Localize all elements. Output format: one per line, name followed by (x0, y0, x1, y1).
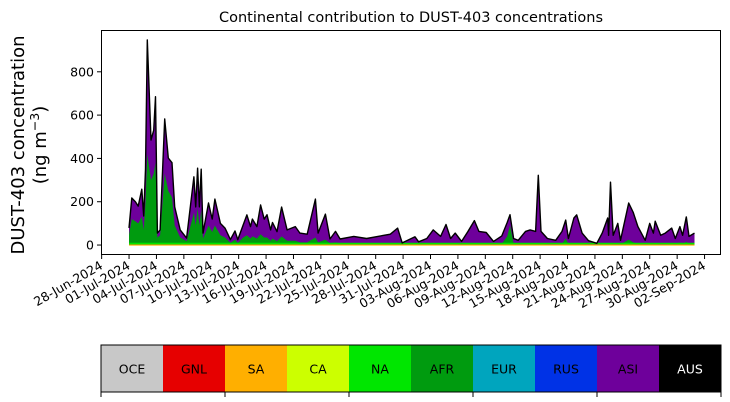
legend-swatch-asi (597, 345, 660, 392)
legend-label-sa: SA (248, 362, 265, 377)
legend-swatch-gnl (163, 345, 226, 392)
legend-label-na: NA (371, 362, 389, 377)
y-tick-label: 400 (70, 151, 94, 166)
y-tick-label: 800 (70, 64, 94, 79)
legend-swatch-aus (659, 345, 722, 392)
legend-label-afr: AFR (430, 362, 455, 377)
axes-frame (101, 30, 721, 255)
legend-label-oce: OCE (119, 362, 146, 377)
legend-label-aus: AUS (677, 362, 703, 377)
y-axis-label: DUST-403 concentration (8, 35, 29, 254)
legend-swatch-sa (225, 345, 288, 392)
legend-frame (100, 344, 722, 393)
y-tick-label: 600 (70, 108, 94, 123)
x-axis: 28-Jun-202401-Jul-202404-Jul-202407-Jul-… (31, 255, 708, 311)
legend-swatch-ca (287, 345, 350, 392)
legend-swatch-na (349, 345, 412, 392)
total-outline (128, 39, 695, 245)
legend-label-gnl: GNL (181, 362, 207, 377)
legend-swatch-eur (473, 345, 536, 392)
region-colorbar-legend: OCE GNL SA CA NA AFR EUR RUS ASI AUS (100, 344, 722, 397)
y-axis: 0 200 400 600 800 (70, 64, 101, 253)
legend-label-asi: ASI (618, 362, 638, 377)
y-tick-label: 0 (86, 238, 94, 253)
y-axis-unit: (ng m−3) (27, 106, 51, 185)
legend-swatch-rus (535, 345, 598, 392)
legend-swatch-afr (411, 345, 474, 392)
legend-label-ca: CA (309, 362, 327, 377)
legend-label-eur: EUR (491, 362, 517, 377)
y-tick-label: 200 (70, 194, 94, 209)
plot-area (128, 39, 695, 246)
legend-swatch-oce (101, 345, 164, 392)
chart-title: Continental contribution to DUST-403 con… (219, 10, 603, 26)
legend-label-rus: RUS (553, 362, 579, 377)
